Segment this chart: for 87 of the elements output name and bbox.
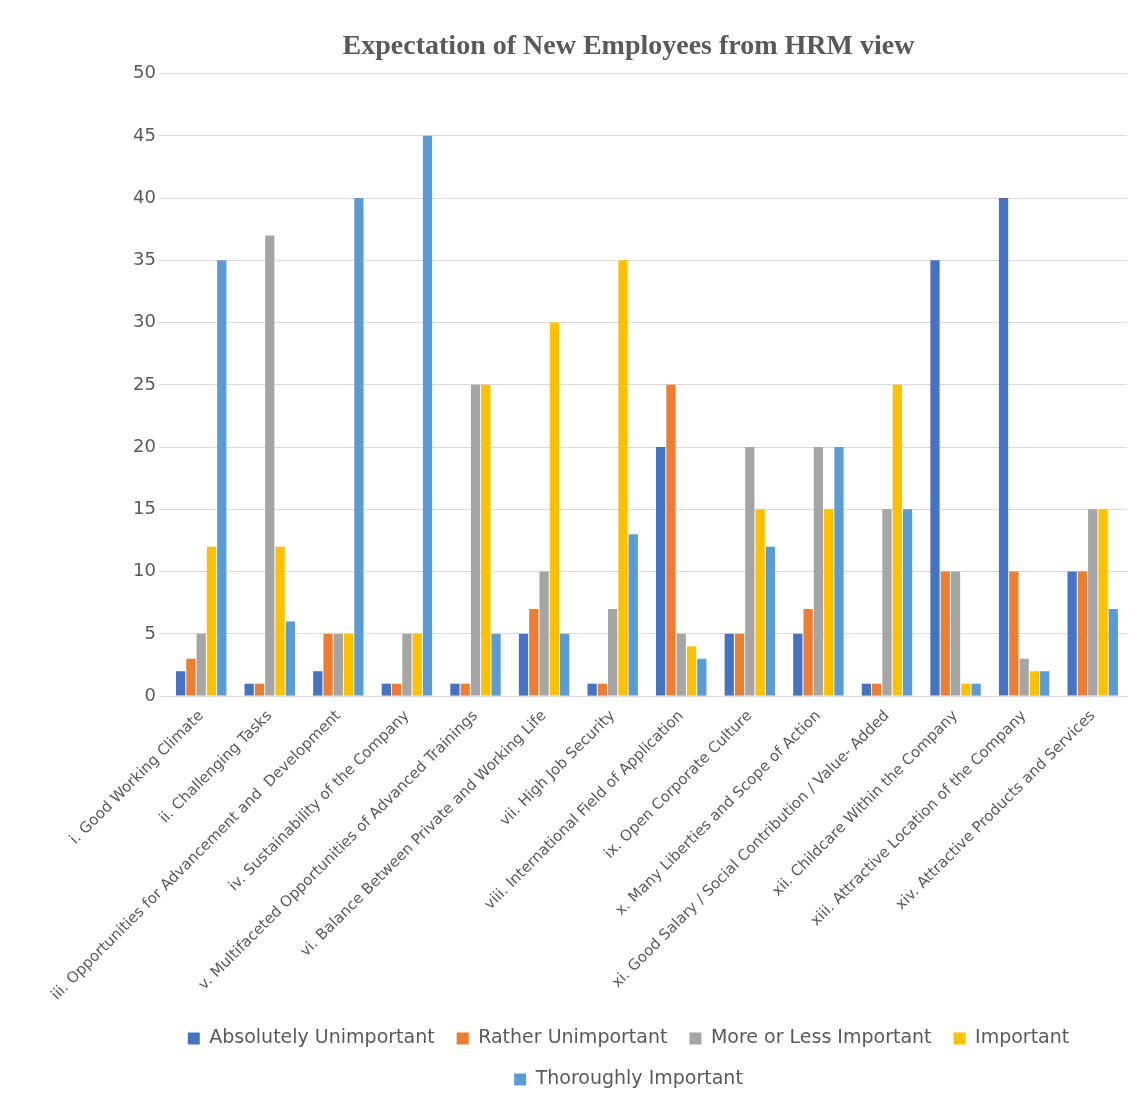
bar: [618, 260, 628, 696]
bar: [265, 235, 275, 696]
y-tick-label: 40: [133, 185, 156, 207]
bar: [402, 633, 412, 696]
legend-label: Absolutely Unimportant: [209, 1025, 435, 1048]
y-tick-label: 25: [133, 372, 156, 394]
y-tick-label: 45: [133, 123, 156, 145]
legend-label: Rather Unimportant: [478, 1025, 668, 1048]
bar: [186, 658, 196, 696]
bar: [491, 633, 501, 696]
bar: [628, 534, 638, 696]
bar: [998, 198, 1009, 696]
bar: [597, 683, 608, 696]
bar: [333, 633, 343, 696]
bar: [381, 683, 391, 696]
bar: [1019, 658, 1029, 696]
bar: [765, 546, 776, 696]
y-tick-label: 10: [133, 559, 156, 581]
bar: [313, 671, 323, 696]
legend-label: Thoroughly Important: [534, 1066, 743, 1089]
bar: [892, 384, 902, 696]
bar: [450, 683, 460, 696]
bar: [518, 633, 529, 696]
bar: [539, 571, 549, 696]
y-tick-label: 15: [133, 497, 156, 519]
bar: [793, 633, 803, 696]
bar: [656, 447, 666, 696]
bar: [755, 509, 765, 696]
y-tick-label: 0: [144, 683, 156, 705]
bar: [560, 633, 570, 696]
bar: [285, 621, 295, 696]
bar: [724, 633, 734, 696]
bar: [676, 633, 686, 696]
bar: [196, 633, 206, 696]
bar: [323, 633, 333, 696]
bar: [206, 546, 217, 696]
bar: [872, 683, 882, 696]
bar: [529, 608, 539, 696]
bar: [344, 633, 354, 696]
bar: [813, 447, 824, 696]
bar: [254, 683, 265, 696]
bar: [412, 633, 422, 696]
bar: [834, 447, 844, 696]
bar: [608, 608, 618, 696]
y-tick-label: 50: [133, 61, 156, 83]
bar: [392, 683, 402, 696]
bar: [587, 683, 597, 696]
bar: [861, 683, 872, 696]
bar: [1040, 671, 1050, 696]
bar: [1098, 509, 1108, 696]
bar: [734, 633, 745, 696]
bar: [971, 683, 981, 696]
bar: [745, 447, 755, 696]
bar: [1009, 571, 1019, 696]
bar: [481, 384, 491, 696]
bar: [803, 608, 813, 696]
legend-label: More or Less Important: [710, 1025, 932, 1048]
bar: [549, 322, 559, 696]
bar: [460, 683, 470, 696]
bar: [666, 384, 676, 696]
bar: [175, 671, 186, 696]
y-tick-label: 5: [144, 621, 156, 643]
y-tick-label: 35: [133, 248, 156, 270]
bar: [275, 546, 285, 696]
bar: [1029, 671, 1040, 696]
legend-label: Important: [975, 1025, 1070, 1048]
bar: [686, 646, 697, 696]
bar: [1067, 571, 1077, 696]
bar: [422, 135, 433, 696]
bar: [902, 509, 913, 696]
bar: [950, 571, 961, 696]
bar: [244, 683, 254, 696]
bar: [940, 571, 950, 696]
bar: [961, 683, 971, 696]
y-tick-label: 30: [133, 310, 156, 332]
y-tick-label: 20: [133, 434, 156, 456]
bar: [697, 658, 707, 696]
bar: [354, 198, 364, 696]
bar: [470, 384, 481, 696]
bar: [1108, 608, 1118, 696]
chart-title: Expectation of New Employees from HRM view: [342, 29, 916, 61]
bar: [824, 509, 834, 696]
bar: [882, 509, 892, 696]
bar: [1077, 571, 1088, 696]
bar: [930, 260, 940, 696]
bar: [217, 260, 227, 696]
bar: [1088, 509, 1098, 696]
